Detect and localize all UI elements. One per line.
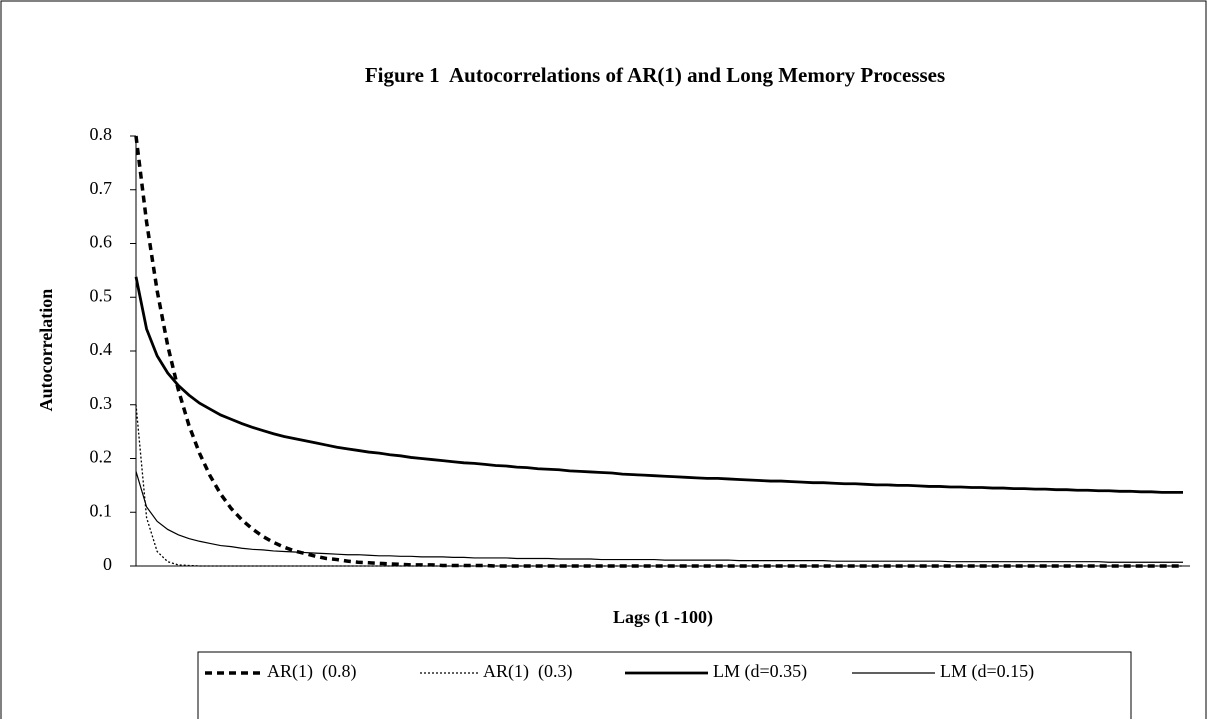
y-tick-label: 0.2: [90, 447, 113, 467]
legend-label: AR(1) (0.8): [267, 661, 356, 682]
y-axis-label: Autocorrelation: [36, 289, 56, 412]
legend-box: [197, 651, 1132, 724]
series-line: [134, 276, 1183, 494]
series-line: [135, 404, 1183, 567]
y-tick-label: 0.6: [90, 232, 113, 252]
y-tick-label: 0: [103, 554, 112, 574]
legend-label: LM (d=0.15): [940, 661, 1034, 682]
y-tick-label: 0.4: [90, 339, 113, 359]
x-axis-label: Lags (1 -100): [613, 607, 713, 628]
series-line: [135, 471, 1183, 563]
y-tick-label: 0.7: [90, 178, 113, 198]
y-tick-label: 0.5: [90, 285, 113, 305]
y-tick-label: 0.3: [90, 393, 113, 413]
y-tick-label: 0.1: [90, 500, 113, 520]
y-tick-label: 0.8: [90, 124, 113, 144]
legend-label: LM (d=0.35): [713, 661, 807, 682]
chart-title: Figure 1 Autocorrelations of AR(1) and L…: [365, 63, 945, 87]
legend-label: AR(1) (0.3): [483, 661, 572, 682]
